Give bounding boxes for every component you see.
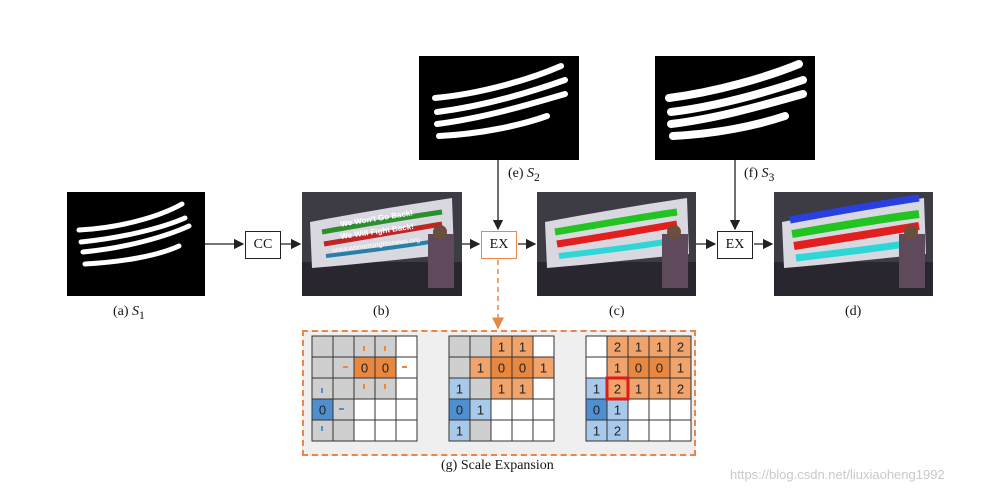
grid-3-label: 1 — [614, 361, 621, 376]
grid-3-cell — [648, 419, 671, 442]
grid-3-cell — [627, 398, 650, 421]
grid-3-label: 2 — [614, 340, 621, 355]
ex-operation-box-1: EX — [481, 231, 517, 259]
caption-c: (c) — [609, 304, 625, 319]
grid-3-label: 2 — [677, 340, 684, 355]
caption-b: (b) — [373, 304, 390, 319]
grid-2-label: 1 — [519, 382, 526, 397]
grid-2-cell — [490, 398, 513, 421]
grid-1-cell — [395, 419, 418, 442]
grid-1-cell — [353, 419, 376, 442]
grid-2-label: 1 — [477, 361, 484, 376]
grid-2-cell — [469, 377, 492, 400]
grid-1-cell — [332, 335, 355, 358]
watermark: https://blog.csdn.net/liuxiaoheng1992 — [730, 467, 945, 482]
grid-3-label: 1 — [656, 340, 663, 355]
caption-a: (a) S1 — [113, 304, 145, 322]
grid-2-label: 0 — [456, 403, 463, 418]
grid-2-cell — [511, 419, 534, 442]
grid-3-label: 2 — [614, 424, 621, 439]
kernel-mask-s2 — [419, 56, 579, 160]
grid-3-label: 0 — [635, 361, 642, 376]
grid-1-cell — [395, 335, 418, 358]
grid-2-label: 1 — [498, 340, 505, 355]
grid-1-label: 0 — [319, 403, 326, 418]
grid-2-cell — [469, 419, 492, 442]
kernel-mask-s1 — [67, 192, 205, 296]
photo-c — [537, 192, 696, 296]
grid-3-label: 2 — [614, 382, 621, 397]
grid-1-cell — [395, 377, 418, 400]
grid-3-label: 0 — [593, 403, 600, 418]
grid-2-label: 1 — [519, 340, 526, 355]
grid-3-label: 1 — [593, 424, 600, 439]
grid-2-cell — [532, 335, 555, 358]
photo-b: We Won't Go Back! We Will Fight Back! ww… — [302, 192, 462, 296]
grid-2-cell — [490, 419, 513, 442]
grid-2-label: 1 — [477, 403, 484, 418]
grid-2-cell — [448, 356, 471, 379]
scale-expansion-grids: 0 001 11 0 0 11 1 10 112 1 1 21 0 0 11 2 1 1 20 11 2 — [311, 335, 692, 442]
grid-3-cell — [585, 335, 608, 358]
grid-3-label: 1 — [635, 340, 642, 355]
grid-2-cell — [511, 398, 534, 421]
grid-1-label: 0 — [382, 361, 389, 376]
grid-2-label: 1 — [498, 382, 505, 397]
grid-1-cell — [332, 419, 355, 442]
grid-2-label: 0 — [519, 361, 526, 376]
grid-3-label: 1 — [614, 403, 621, 418]
caption-d: (d) — [845, 304, 862, 319]
cc-operation-box: CC — [245, 231, 281, 259]
grid-3-cell — [627, 419, 650, 442]
grid-1-cell — [311, 356, 334, 379]
grid-1-cell — [374, 419, 397, 442]
kernel-mask-s3 — [655, 56, 815, 160]
grid-3-cell — [585, 356, 608, 379]
grid-3-label: 0 — [656, 361, 663, 376]
grid-2-cell — [532, 398, 555, 421]
grid-2-label: 1 — [540, 361, 547, 376]
grid-3-label: 2 — [677, 382, 684, 397]
photo-d — [774, 192, 933, 296]
grid-1-label: 0 — [361, 361, 368, 376]
caption-f: (f) S3 — [744, 166, 775, 184]
grid-2-label: 1 — [456, 424, 463, 439]
grid-2-cell — [448, 335, 471, 358]
grid-3-label: 1 — [656, 382, 663, 397]
grid-2-cell — [469, 335, 492, 358]
grid-3-cell — [669, 398, 692, 421]
grid-3-label: 1 — [677, 361, 684, 376]
grid-1-cell — [311, 335, 334, 358]
grid-2-label: 1 — [456, 382, 463, 397]
grid-3-label: 1 — [635, 382, 642, 397]
grid-1-cell — [332, 377, 355, 400]
caption-g: (g) Scale Expansion — [441, 458, 554, 473]
grid-1-cell — [353, 398, 376, 421]
grid-3-cell — [648, 398, 671, 421]
grid-2-cell — [532, 419, 555, 442]
conflict-highlight — [605, 376, 630, 401]
grid-3-cell — [669, 419, 692, 442]
grid-3-label: 1 — [593, 382, 600, 397]
grid-2-cell — [532, 377, 555, 400]
caption-e: (e) S2 — [508, 166, 540, 184]
grid-2-label: 0 — [498, 361, 505, 376]
grid-1-cell — [374, 398, 397, 421]
ex-operation-box-2: EX — [717, 231, 753, 259]
grid-1-cell — [395, 398, 418, 421]
